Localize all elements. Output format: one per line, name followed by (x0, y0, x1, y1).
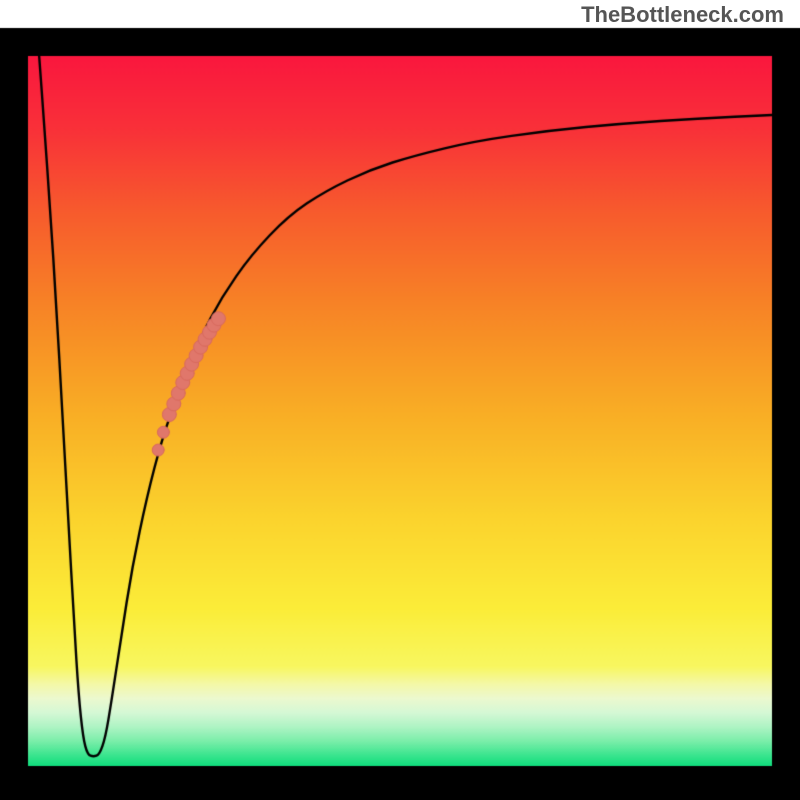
watermark-label: TheBottleneck.com (581, 2, 784, 28)
bottleneck-chart-canvas (0, 0, 800, 800)
plot-area (0, 0, 800, 800)
chart-frame: TheBottleneck.com (0, 0, 800, 800)
